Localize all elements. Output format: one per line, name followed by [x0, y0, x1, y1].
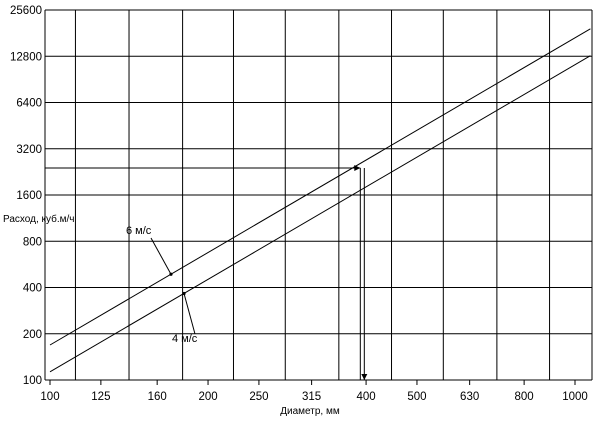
series-label-4ms: 4 м/с — [172, 333, 198, 345]
y-tick-label: 200 — [23, 329, 42, 341]
leader-line-6ms — [150, 237, 172, 275]
annotation-arrow-right — [354, 164, 361, 171]
leader-line-4ms — [183, 293, 196, 335]
x-tick-label: 1000 — [562, 391, 588, 403]
leader-dot-4ms — [182, 291, 186, 296]
x-tick-label: 125 — [91, 391, 110, 403]
x-tick-label: 160 — [148, 391, 167, 403]
x-tick-label: 315 — [302, 391, 321, 403]
y-tick-label: 6400 — [16, 98, 42, 110]
x-tick-label: 250 — [249, 391, 268, 403]
axes: 100 200 400 800 1600 3200 6400 12800 25600 100 125… — [10, 5, 593, 403]
y-tick-label: 400 — [23, 283, 42, 295]
annotation-arrow-down — [361, 374, 368, 380]
y-tick-label: 800 — [23, 236, 42, 248]
y-tick-label: 100 — [23, 375, 42, 387]
series-label-6ms: 6 м/с — [126, 225, 152, 237]
x-tick-label: 500 — [407, 391, 426, 403]
x-tick-label: 100 — [40, 391, 59, 403]
leader-dot-6ms — [169, 272, 173, 276]
series-lines — [49, 28, 591, 373]
grid — [45, 9, 592, 381]
x-tick-label: 200 — [198, 391, 217, 403]
y-tick-label: 12800 — [10, 51, 42, 63]
series-line-6ms — [49, 28, 591, 346]
x-tick-label: 800 — [515, 391, 534, 403]
y-tick-label: 3200 — [16, 144, 42, 156]
annotation — [45, 164, 368, 380]
x-tick-label: 400 — [356, 391, 375, 403]
y-axis-title: Расход, куб.м/ч — [3, 213, 75, 225]
x-tick-label: 630 — [460, 391, 479, 403]
series-line-4ms — [49, 55, 591, 373]
y-tick-label: 25600 — [10, 5, 42, 17]
y-tick-label: 1600 — [16, 190, 42, 202]
x-axis-title: Диаметр, мм — [280, 406, 340, 417]
labels: Расход, куб.м/ч Диаметр, мм 6 м/с 4 м/с — [3, 213, 340, 417]
